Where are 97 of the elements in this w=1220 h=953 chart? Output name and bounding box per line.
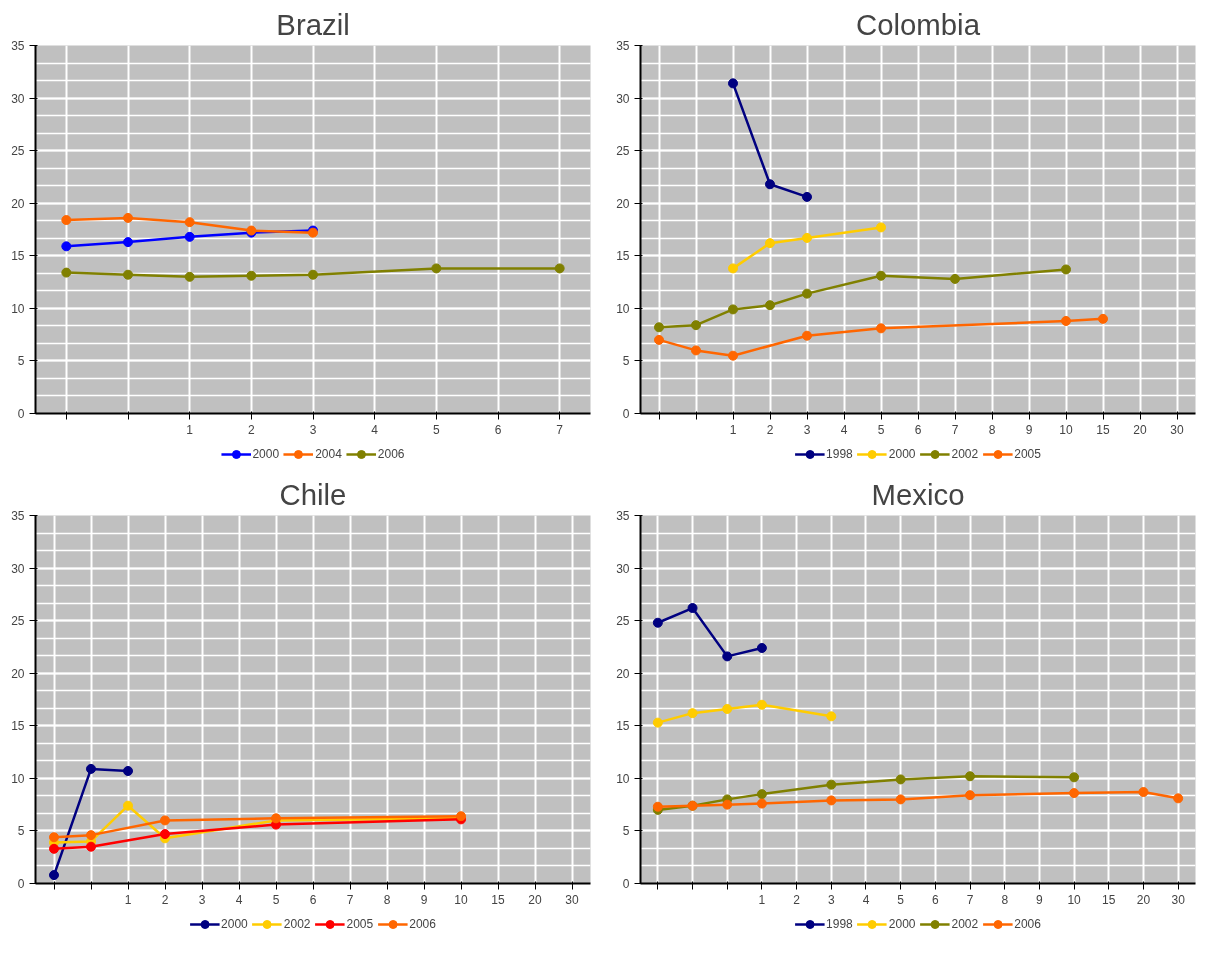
x-tick-label: 9 [1025, 422, 1033, 437]
legend-label: 2006 [377, 447, 405, 461]
x-tick-label: 5 [877, 422, 885, 437]
x-tick-label: 1 [186, 422, 194, 437]
x-tick-label: 1 [758, 892, 766, 907]
y-tick-label: 10 [11, 771, 25, 786]
x-tick-label: 2 [766, 422, 774, 437]
y-tick-label: 25 [11, 614, 25, 629]
chart-title: Chile [279, 477, 347, 511]
chart-title: Brazil [276, 7, 350, 41]
x-tick-label: 2 [248, 422, 255, 437]
legend-label: 2002 [283, 917, 311, 931]
y-tick-label: 15 [616, 719, 630, 734]
y-tick-label: 10 [616, 301, 630, 316]
x-tick-label: 4 [840, 422, 848, 437]
x-tick-label: 8 [1001, 892, 1009, 907]
x-tick-label: 7 [556, 422, 564, 437]
x-tick-label: 1 [124, 892, 132, 907]
y-tick-label: 0 [622, 877, 630, 891]
y-tick-label: 30 [616, 561, 630, 576]
x-tick-label: 7 [966, 892, 974, 907]
x-tick-label: 6 [932, 892, 940, 907]
y-tick-label: 0 [17, 407, 25, 421]
y-tick-label: 0 [17, 877, 25, 891]
legend-label: 2002 [951, 447, 979, 461]
x-tick-label: 4 [235, 892, 243, 907]
y-tick-label: 30 [11, 91, 25, 106]
legend-label: 2005 [1014, 447, 1041, 461]
legend-label: 2002 [951, 917, 979, 931]
y-tick-label: 20 [616, 196, 630, 211]
y-tick-label: 15 [11, 719, 25, 734]
y-tick-label: 25 [11, 144, 25, 159]
x-tick-label: 15 [1102, 892, 1116, 907]
x-tick-label: 4 [371, 422, 379, 437]
x-tick-label: 7 [346, 892, 354, 907]
y-tick-label: 25 [616, 144, 630, 159]
legend-label: 2006 [1014, 917, 1041, 931]
y-tick-label: 20 [616, 666, 630, 681]
legend-label: 2000 [888, 447, 916, 461]
legend-label: 2006 [409, 917, 436, 931]
x-tick-label: 2 [161, 892, 169, 907]
y-tick-label: 0 [622, 407, 630, 421]
legend-label: 2000 [221, 917, 248, 931]
y-tick-label: 15 [616, 249, 630, 264]
x-tick-label: 6 [914, 422, 922, 437]
x-tick-label: 5 [272, 892, 280, 907]
chart-title: Mexico [871, 477, 965, 511]
x-tick-label: 1 [729, 422, 737, 437]
x-tick-label: 5 [897, 892, 905, 907]
x-tick-label: 8 [383, 892, 391, 907]
x-tick-label: 20 [1136, 892, 1151, 907]
x-tick-label: 30 [1170, 422, 1184, 437]
x-tick-label: 3 [803, 422, 811, 437]
x-tick-label: 20 [528, 892, 542, 907]
legend-label: 2000 [888, 917, 916, 931]
legend-label: 2000 [252, 447, 280, 461]
x-tick-label: 3 [198, 892, 206, 907]
legend-label: 2004 [315, 447, 342, 461]
chart-title: Colombia [856, 7, 981, 41]
y-tick-label: 5 [17, 824, 25, 839]
y-tick-label: 5 [622, 354, 630, 369]
legend-label: 1998 [826, 917, 853, 931]
x-tick-label: 30 [1171, 892, 1186, 907]
legend-label: 1998 [826, 447, 853, 461]
x-tick-label: 5 [433, 422, 440, 437]
y-tick-label: 30 [11, 561, 25, 576]
x-tick-label: 20 [1133, 422, 1147, 437]
y-tick-label: 30 [616, 91, 630, 106]
x-tick-label: 3 [309, 422, 317, 437]
y-tick-label: 10 [616, 771, 630, 786]
y-tick-label: 5 [622, 824, 630, 839]
x-tick-label: 6 [309, 892, 317, 907]
y-tick-label: 35 [616, 39, 630, 53]
legend-label: 2005 [346, 917, 374, 931]
y-tick-label: 20 [11, 196, 25, 211]
x-tick-label: 2 [793, 892, 801, 907]
y-tick-label: 35 [11, 39, 25, 53]
y-tick-label: 10 [11, 301, 25, 316]
x-tick-label: 6 [494, 422, 502, 437]
x-tick-label: 10 [454, 892, 468, 907]
x-tick-label: 9 [1036, 892, 1044, 907]
x-tick-label: 7 [951, 422, 959, 437]
x-tick-label: 4 [862, 892, 870, 907]
y-tick-label: 25 [616, 614, 630, 629]
y-tick-label: 20 [11, 666, 25, 681]
y-tick-label: 15 [11, 249, 25, 264]
x-tick-label: 10 [1067, 892, 1082, 907]
x-tick-label: 10 [1059, 422, 1073, 437]
y-tick-label: 35 [11, 509, 25, 523]
x-tick-label: 15 [491, 892, 505, 907]
x-tick-label: 15 [1096, 422, 1110, 437]
y-tick-label: 35 [616, 509, 630, 523]
x-tick-label: 9 [420, 892, 428, 907]
x-tick-label: 3 [827, 892, 835, 907]
y-tick-label: 5 [17, 354, 25, 369]
x-tick-label: 8 [988, 422, 996, 437]
x-tick-label: 30 [565, 892, 579, 907]
